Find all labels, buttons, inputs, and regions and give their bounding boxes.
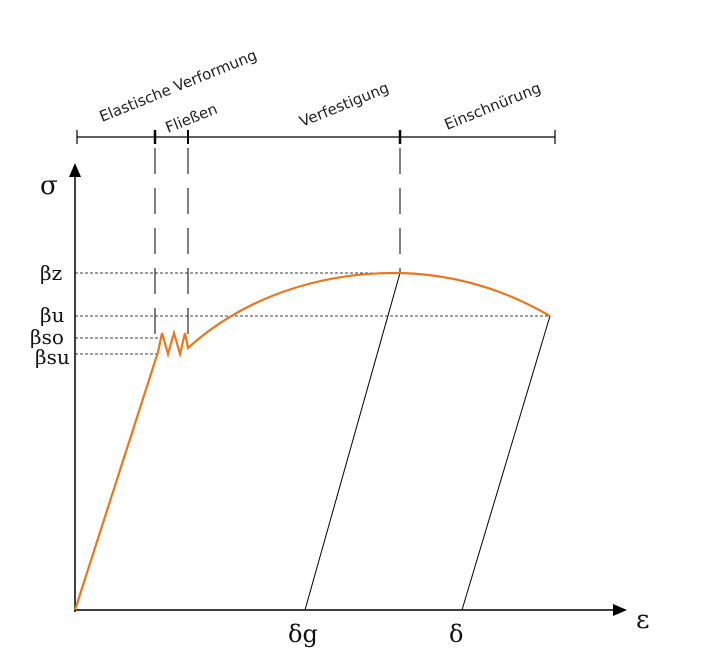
strain-label: δg [288, 620, 318, 648]
level-label: βso [30, 325, 64, 349]
strain-label: δ [449, 620, 463, 648]
level-lines [75, 272, 550, 355]
level-label: βsu [35, 345, 70, 369]
phase-timeline [76, 130, 556, 144]
phase-label: Verfestigung [297, 78, 392, 130]
level-label: βu [40, 303, 65, 327]
x-axis-label: ε [636, 605, 649, 635]
unload-line [461, 315, 551, 611]
unload-line [304, 272, 401, 611]
y-axis-label: σ [40, 171, 58, 201]
phase-dividers [154, 148, 401, 345]
phase-label: Einschnürung [442, 79, 544, 134]
level-label: βz [40, 261, 62, 285]
stress-strain-curve [73, 271, 551, 611]
phase-label: Fließen [163, 100, 220, 137]
